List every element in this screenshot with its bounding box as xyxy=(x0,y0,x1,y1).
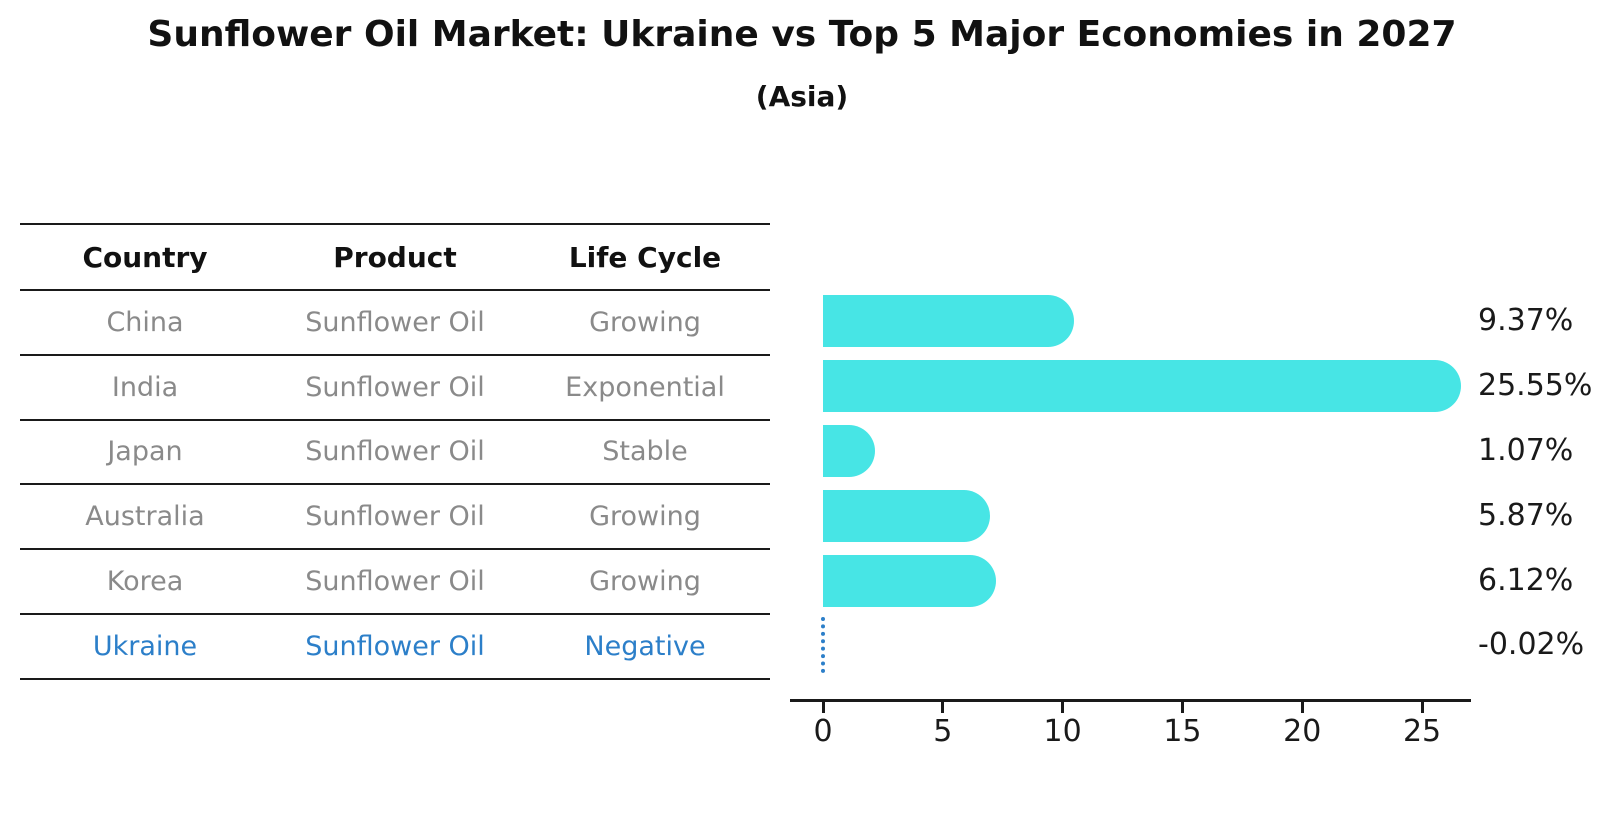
cell-life-cycle: Growing xyxy=(589,501,701,533)
x-tick-mark-0 xyxy=(821,702,825,713)
bar-china xyxy=(823,295,1074,348)
value-label-japan: 1.07% xyxy=(1478,433,1574,468)
cell-product: Sunflower Oil xyxy=(305,630,485,662)
value-label-ukraine: -0.02% xyxy=(1478,627,1585,663)
bar-korea xyxy=(823,554,996,607)
x-tick-label-15: 15 xyxy=(1163,714,1202,749)
cell-life-cycle: Growing xyxy=(589,306,701,338)
cell-life-cycle: Negative xyxy=(584,630,706,662)
col-header-lifecycle: Life Cycle xyxy=(568,240,722,274)
value-label-korea: 6.12% xyxy=(1478,562,1574,598)
x-tick-mark-5 xyxy=(941,702,945,713)
bar-japan xyxy=(823,425,875,477)
table-body: China Sunflower Oil Growing India Sunflower … xyxy=(20,291,770,680)
cell-product: Sunflower Oil xyxy=(305,566,485,598)
table-row-china: China Sunflower Oil Growing xyxy=(20,291,770,356)
table-row-ukraine: Ukraine Sunflower Oil Negative xyxy=(20,615,770,680)
table-row-australia: Australia Sunflower Oil Growing xyxy=(20,485,770,551)
value-label-australia: 5.87% xyxy=(1478,497,1574,533)
bar-india xyxy=(823,360,1462,413)
cell-life-cycle: Stable xyxy=(602,436,688,468)
value-label-china: 9.37% xyxy=(1478,303,1574,339)
x-tick-label-10: 10 xyxy=(1043,714,1082,749)
table-header-row: Country Product Life Cycle xyxy=(20,225,770,291)
x-tick-mark-20 xyxy=(1300,702,1304,713)
cell-product: Sunflower Oil xyxy=(305,306,485,338)
cell-country: China xyxy=(106,306,184,338)
chart-subtitle: (Asia) xyxy=(755,80,849,113)
cell-product: Sunflower Oil xyxy=(305,501,485,533)
cell-life-cycle: Growing xyxy=(589,566,701,598)
table-row-india: India Sunflower Oil Exponential xyxy=(20,356,770,421)
bar-ukraine-dotted-marker xyxy=(820,617,825,674)
cell-country: Ukraine xyxy=(92,630,198,662)
cell-country: India xyxy=(111,371,179,403)
table-row-japan: Japan Sunflower Oil Stable xyxy=(20,421,770,486)
x-tick-label-5: 5 xyxy=(933,714,953,749)
cell-country: Japan xyxy=(107,436,183,468)
cell-product: Sunflower Oil xyxy=(305,371,485,403)
x-tick-label-20: 20 xyxy=(1283,714,1322,749)
x-tick-label-25: 25 xyxy=(1402,714,1442,749)
cell-product: Sunflower Oil xyxy=(305,436,485,468)
x-tick-mark-25 xyxy=(1420,702,1424,713)
x-tick-mark-15 xyxy=(1180,702,1184,713)
country-table: Country Product Life Cycle China Sunflowe… xyxy=(20,223,770,680)
chart-title: Sunflower Oil Market: Ukraine vs Top 5 M… xyxy=(147,14,1457,55)
cell-country: Korea xyxy=(106,566,184,598)
x-axis-line xyxy=(790,699,1471,702)
x-tick-label-0: 0 xyxy=(813,714,833,749)
x-tick-mark-10 xyxy=(1061,702,1065,713)
bar-australia xyxy=(823,489,990,542)
value-label-india: 25.55% xyxy=(1478,368,1593,404)
cell-life-cycle: Exponential xyxy=(565,371,725,403)
col-header-product: Product xyxy=(333,240,457,274)
table-row-korea: Korea Sunflower Oil Growing xyxy=(20,550,770,615)
cell-country: Australia xyxy=(85,501,205,533)
col-header-country: Country xyxy=(82,240,208,274)
